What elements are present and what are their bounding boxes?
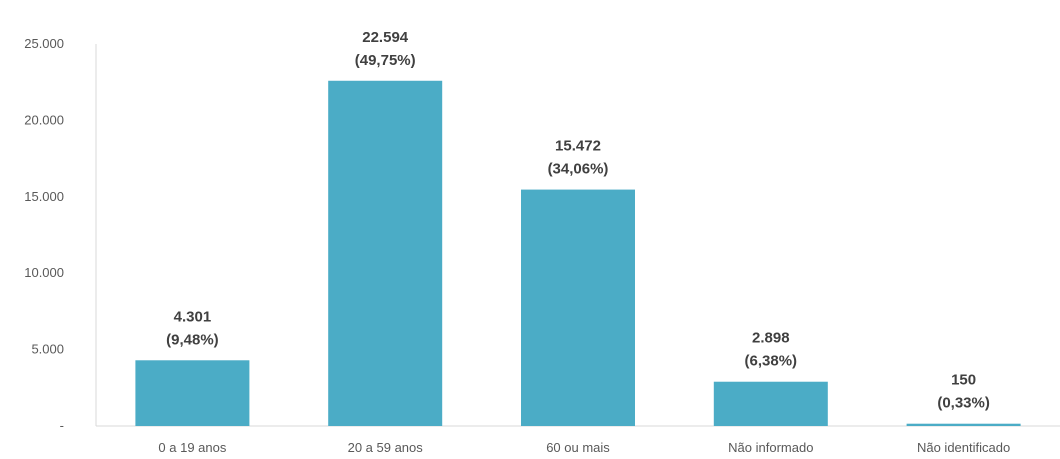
bar bbox=[906, 423, 1021, 426]
y-axis-ticks: - 5.000 10.000 15.000 20.000 25.000 bbox=[24, 36, 64, 433]
bar-value-label: 150 bbox=[951, 372, 976, 389]
y-tick-label: - bbox=[60, 418, 64, 433]
bar-value-label: 2.898 bbox=[752, 330, 790, 347]
x-category-label: 20 a 59 anos bbox=[348, 440, 424, 455]
y-tick-label: 10.000 bbox=[24, 265, 64, 280]
bar bbox=[521, 189, 635, 426]
bars-group bbox=[135, 80, 1021, 427]
x-category-label: 0 a 19 anos bbox=[158, 440, 226, 455]
bar-percent-label: (49,75%) bbox=[355, 52, 416, 69]
bar-value-label: 15.472 bbox=[555, 138, 601, 155]
bar bbox=[135, 360, 250, 426]
data-labels-group: 4.301 (9,48%) 22.594 (49,75%) 15.472 (34,06%)… bbox=[166, 29, 990, 412]
bar bbox=[713, 381, 828, 426]
bar-value-label: 22.594 bbox=[362, 29, 409, 46]
bar-value-label: 4.301 bbox=[174, 308, 212, 325]
y-tick-label: 20.000 bbox=[24, 112, 64, 127]
x-category-label: Não informado bbox=[728, 440, 813, 455]
bar-percent-label: (34,06%) bbox=[548, 161, 609, 178]
x-category-label: Não identificado bbox=[917, 440, 1010, 455]
bar-percent-label: (6,38%) bbox=[745, 353, 798, 370]
y-tick-label: 5.000 bbox=[31, 342, 64, 357]
x-category-label: 60 ou mais bbox=[546, 440, 610, 455]
bar-percent-label: (9,48%) bbox=[166, 331, 219, 348]
bar-percent-label: (0,33%) bbox=[937, 395, 990, 412]
y-tick-label: 15.000 bbox=[24, 189, 64, 204]
bar bbox=[328, 80, 443, 427]
y-tick-label: 25.000 bbox=[24, 36, 64, 51]
category-labels-group: 0 a 19 anos 20 a 59 anos 60 ou mais Não inf… bbox=[158, 440, 1010, 455]
